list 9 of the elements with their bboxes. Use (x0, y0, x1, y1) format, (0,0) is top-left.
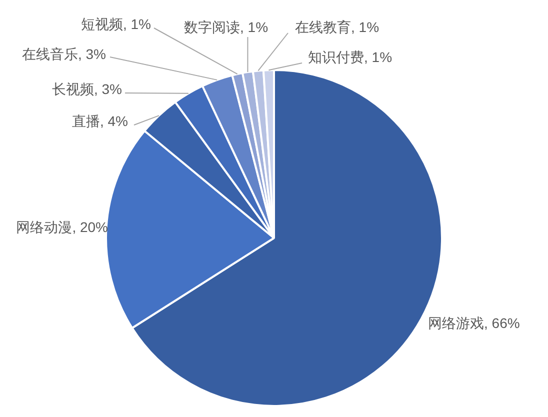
slice-label: 在线教育, 1% (295, 18, 380, 35)
slice-label: 网络动漫, 20% (16, 218, 108, 235)
slice-label: 知识付费, 1% (308, 48, 392, 65)
slice-label: 网络游戏, 66% (428, 314, 520, 331)
slice-label: 直播, 4% (72, 112, 128, 129)
slice-label: 短视频, 1% (80, 16, 151, 32)
slice-label: 数字阅读, 1% (184, 18, 268, 35)
slice-label: 在线音乐, 3% (22, 46, 106, 62)
slice-label: 长视频, 3% (52, 80, 122, 97)
